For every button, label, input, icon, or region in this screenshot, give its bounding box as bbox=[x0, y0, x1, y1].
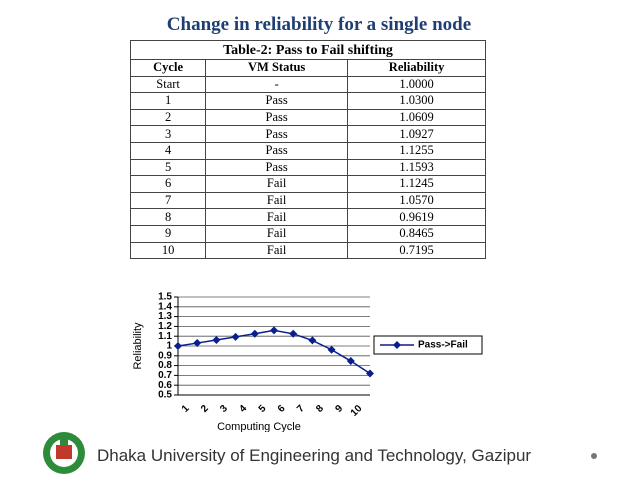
y-tick-label: 0.6 bbox=[158, 380, 172, 391]
table-cell: 1.0570 bbox=[347, 191, 486, 210]
caption-row: Table-2: Pass to Fail shifting bbox=[130, 40, 486, 60]
table-cell: Fail bbox=[205, 175, 349, 193]
table-cell: 3 bbox=[129, 125, 207, 143]
data-point bbox=[231, 332, 240, 341]
y-tick-label: 1.1 bbox=[158, 331, 172, 342]
header-row: Cycle VM Status Reliability bbox=[129, 59, 486, 77]
data-point bbox=[250, 329, 259, 338]
table-cell: Start bbox=[129, 75, 207, 94]
x-axis-label: Computing Cycle bbox=[217, 421, 301, 432]
table-cell: 7 bbox=[129, 191, 207, 210]
table: Table-2: Pass to Fail shifting Cycle VM St… bbox=[129, 40, 486, 260]
table-cell: 1.1255 bbox=[347, 141, 486, 160]
table-caption: Table-2: Pass to Fail shifting bbox=[130, 40, 486, 60]
table-row: 4 Pass 1.1255 bbox=[129, 141, 486, 160]
table-cell: 1.0927 bbox=[347, 125, 486, 143]
data-point bbox=[366, 369, 374, 378]
header-cell: Reliability bbox=[347, 59, 486, 77]
data-point bbox=[289, 329, 298, 338]
y-tick-label: 0.8 bbox=[158, 360, 172, 371]
data-point bbox=[174, 342, 182, 350]
table-cell: 0.8465 bbox=[347, 224, 486, 243]
table-row: 3 Pass 1.0927 bbox=[129, 125, 486, 143]
chart-background bbox=[108, 284, 506, 432]
legend-label: Pass->Fail bbox=[418, 340, 468, 351]
table-row: 8 Fail 0.9619 bbox=[129, 208, 486, 226]
table-cell: 5 bbox=[129, 158, 207, 177]
table-cell: 10 bbox=[129, 241, 207, 260]
bullet bbox=[591, 453, 597, 459]
y-tick-label: 1 bbox=[166, 341, 172, 352]
y-tick-label: 1.5 bbox=[158, 292, 172, 303]
table-cell: Fail bbox=[205, 241, 349, 260]
y-tick-label: 0.9 bbox=[158, 350, 172, 361]
y-tick-label: 0.5 bbox=[158, 390, 172, 401]
table-cell: - bbox=[205, 75, 349, 94]
y-tick-label: 1.2 bbox=[158, 321, 172, 332]
table-cell: 8 bbox=[129, 208, 207, 226]
table-cell: 6 bbox=[129, 175, 207, 193]
logo bbox=[43, 432, 85, 474]
header-cell: Cycle bbox=[129, 59, 207, 77]
data-point bbox=[212, 336, 221, 345]
table-cell: 1.0609 bbox=[347, 108, 486, 127]
table-cell: 0.7195 bbox=[347, 241, 486, 260]
table-cell: 1.0300 bbox=[347, 92, 486, 110]
logo-building bbox=[56, 445, 72, 459]
table-cell: 1.0000 bbox=[347, 75, 486, 94]
table-cell: Pass bbox=[205, 141, 349, 160]
footer-text: Dhaka University of Engineering and Tech… bbox=[97, 446, 532, 465]
table-cell: 0.9619 bbox=[347, 208, 486, 226]
table-cell: Fail bbox=[205, 224, 349, 243]
table-cell: Pass bbox=[205, 158, 349, 177]
table-cell: 1 bbox=[129, 92, 207, 110]
table-cell: 1.1245 bbox=[347, 175, 486, 193]
table-row: 5 Pass 1.1593 bbox=[129, 158, 486, 177]
chart: 0.50.60.70.80.911.11.21.31.41.5 Reliabili… bbox=[108, 284, 506, 432]
table-row: 6 Fail 1.1245 bbox=[129, 175, 486, 193]
table-row: Start -1.0000 bbox=[129, 75, 486, 94]
table-cell: Fail bbox=[205, 208, 349, 226]
table-cell: Fail bbox=[205, 191, 349, 210]
table-cell: 4 bbox=[129, 141, 207, 160]
header-cell: VM Status bbox=[205, 59, 349, 77]
y-tick-label: 1.4 bbox=[158, 301, 172, 312]
data-point bbox=[346, 357, 355, 366]
data-point bbox=[270, 326, 278, 335]
legend-box bbox=[373, 335, 483, 355]
table-row: 10 Fail 0.7195 bbox=[129, 241, 486, 260]
table-row: 1 Pass 1.0300 bbox=[129, 92, 486, 110]
data-point bbox=[327, 345, 336, 354]
data-point bbox=[193, 339, 202, 348]
table-cell: 1.1593 bbox=[347, 158, 486, 177]
data-point bbox=[308, 336, 317, 345]
y-tick-label: 0.7 bbox=[158, 370, 172, 381]
table-cell: Pass bbox=[205, 125, 349, 143]
table-row: 7 Fail 1.0570 bbox=[129, 191, 486, 210]
y-tick-label: 1.3 bbox=[158, 311, 172, 322]
logo-book bbox=[60, 439, 68, 445]
table-cell: Pass bbox=[205, 92, 349, 110]
legend-marker bbox=[393, 341, 401, 349]
slide-title: Change in reliability for a single node bbox=[166, 14, 472, 35]
table-row: 9 Fail 0.8465 bbox=[129, 224, 486, 243]
table-cell: 9 bbox=[129, 224, 207, 243]
table-row: 2 Pass 1.0609 bbox=[129, 108, 486, 127]
y-axis-label: Reliability bbox=[132, 322, 144, 370]
table-cell: 2 bbox=[129, 108, 207, 127]
table-cell: Pass bbox=[205, 108, 349, 127]
